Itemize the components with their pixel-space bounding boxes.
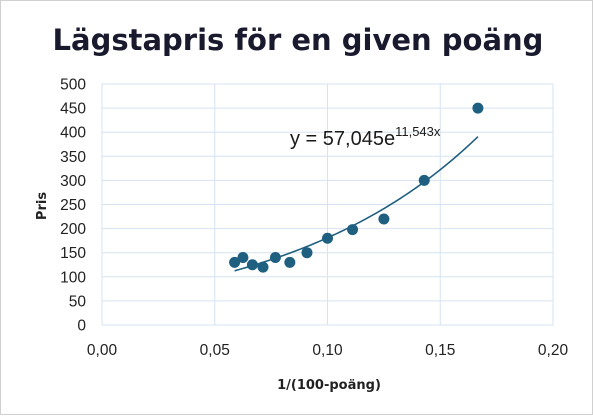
tick-labels: 0 50 100 150 200 250 300 350 400 450 500 0,00 0,05 0,…	[60, 77, 568, 360]
y-tick-label: 200	[60, 221, 86, 238]
data-point	[301, 247, 313, 259]
data-point	[418, 174, 430, 186]
data-point	[378, 213, 390, 225]
y-tick-label: 500	[60, 77, 86, 94]
trendline-equation-main: y = 57,045e	[290, 128, 395, 150]
data-point	[246, 259, 258, 271]
y-tick-label: 50	[69, 293, 87, 310]
y-tick-label: 450	[60, 101, 86, 118]
data-point	[229, 256, 241, 268]
data-point	[284, 256, 296, 268]
trendline-equation-exponent: 11,543x	[395, 124, 441, 139]
chart-title: Lägstapris för en given poäng	[53, 23, 544, 57]
x-tick-label: 0,00	[87, 342, 118, 359]
trendline-equation: y = 57,045e11,543x	[290, 124, 441, 150]
x-tick-label: 0,20	[538, 342, 569, 359]
y-tick-label: 100	[60, 269, 86, 286]
grid-lines	[101, 83, 554, 326]
data-point	[347, 224, 359, 236]
y-tick-label: 250	[60, 197, 86, 214]
y-tick-label: 150	[60, 245, 86, 262]
y-axis-title: Pris	[35, 192, 50, 220]
x-tick-label: 0,10	[312, 342, 343, 359]
x-tick-label: 0,05	[200, 342, 230, 359]
data-point	[237, 252, 249, 264]
x-axis-title: 1/(100-poäng)	[277, 378, 381, 393]
y-tick-label: 400	[60, 125, 86, 142]
data-point	[322, 232, 333, 244]
data-point	[472, 102, 484, 114]
y-tick-label: 0	[77, 318, 86, 335]
x-tick-label: 0,15	[425, 342, 455, 359]
data-point	[269, 252, 281, 264]
data-points	[229, 102, 484, 273]
y-tick-label: 300	[60, 173, 86, 190]
data-point	[257, 261, 269, 273]
y-tick-label: 350	[60, 149, 86, 166]
